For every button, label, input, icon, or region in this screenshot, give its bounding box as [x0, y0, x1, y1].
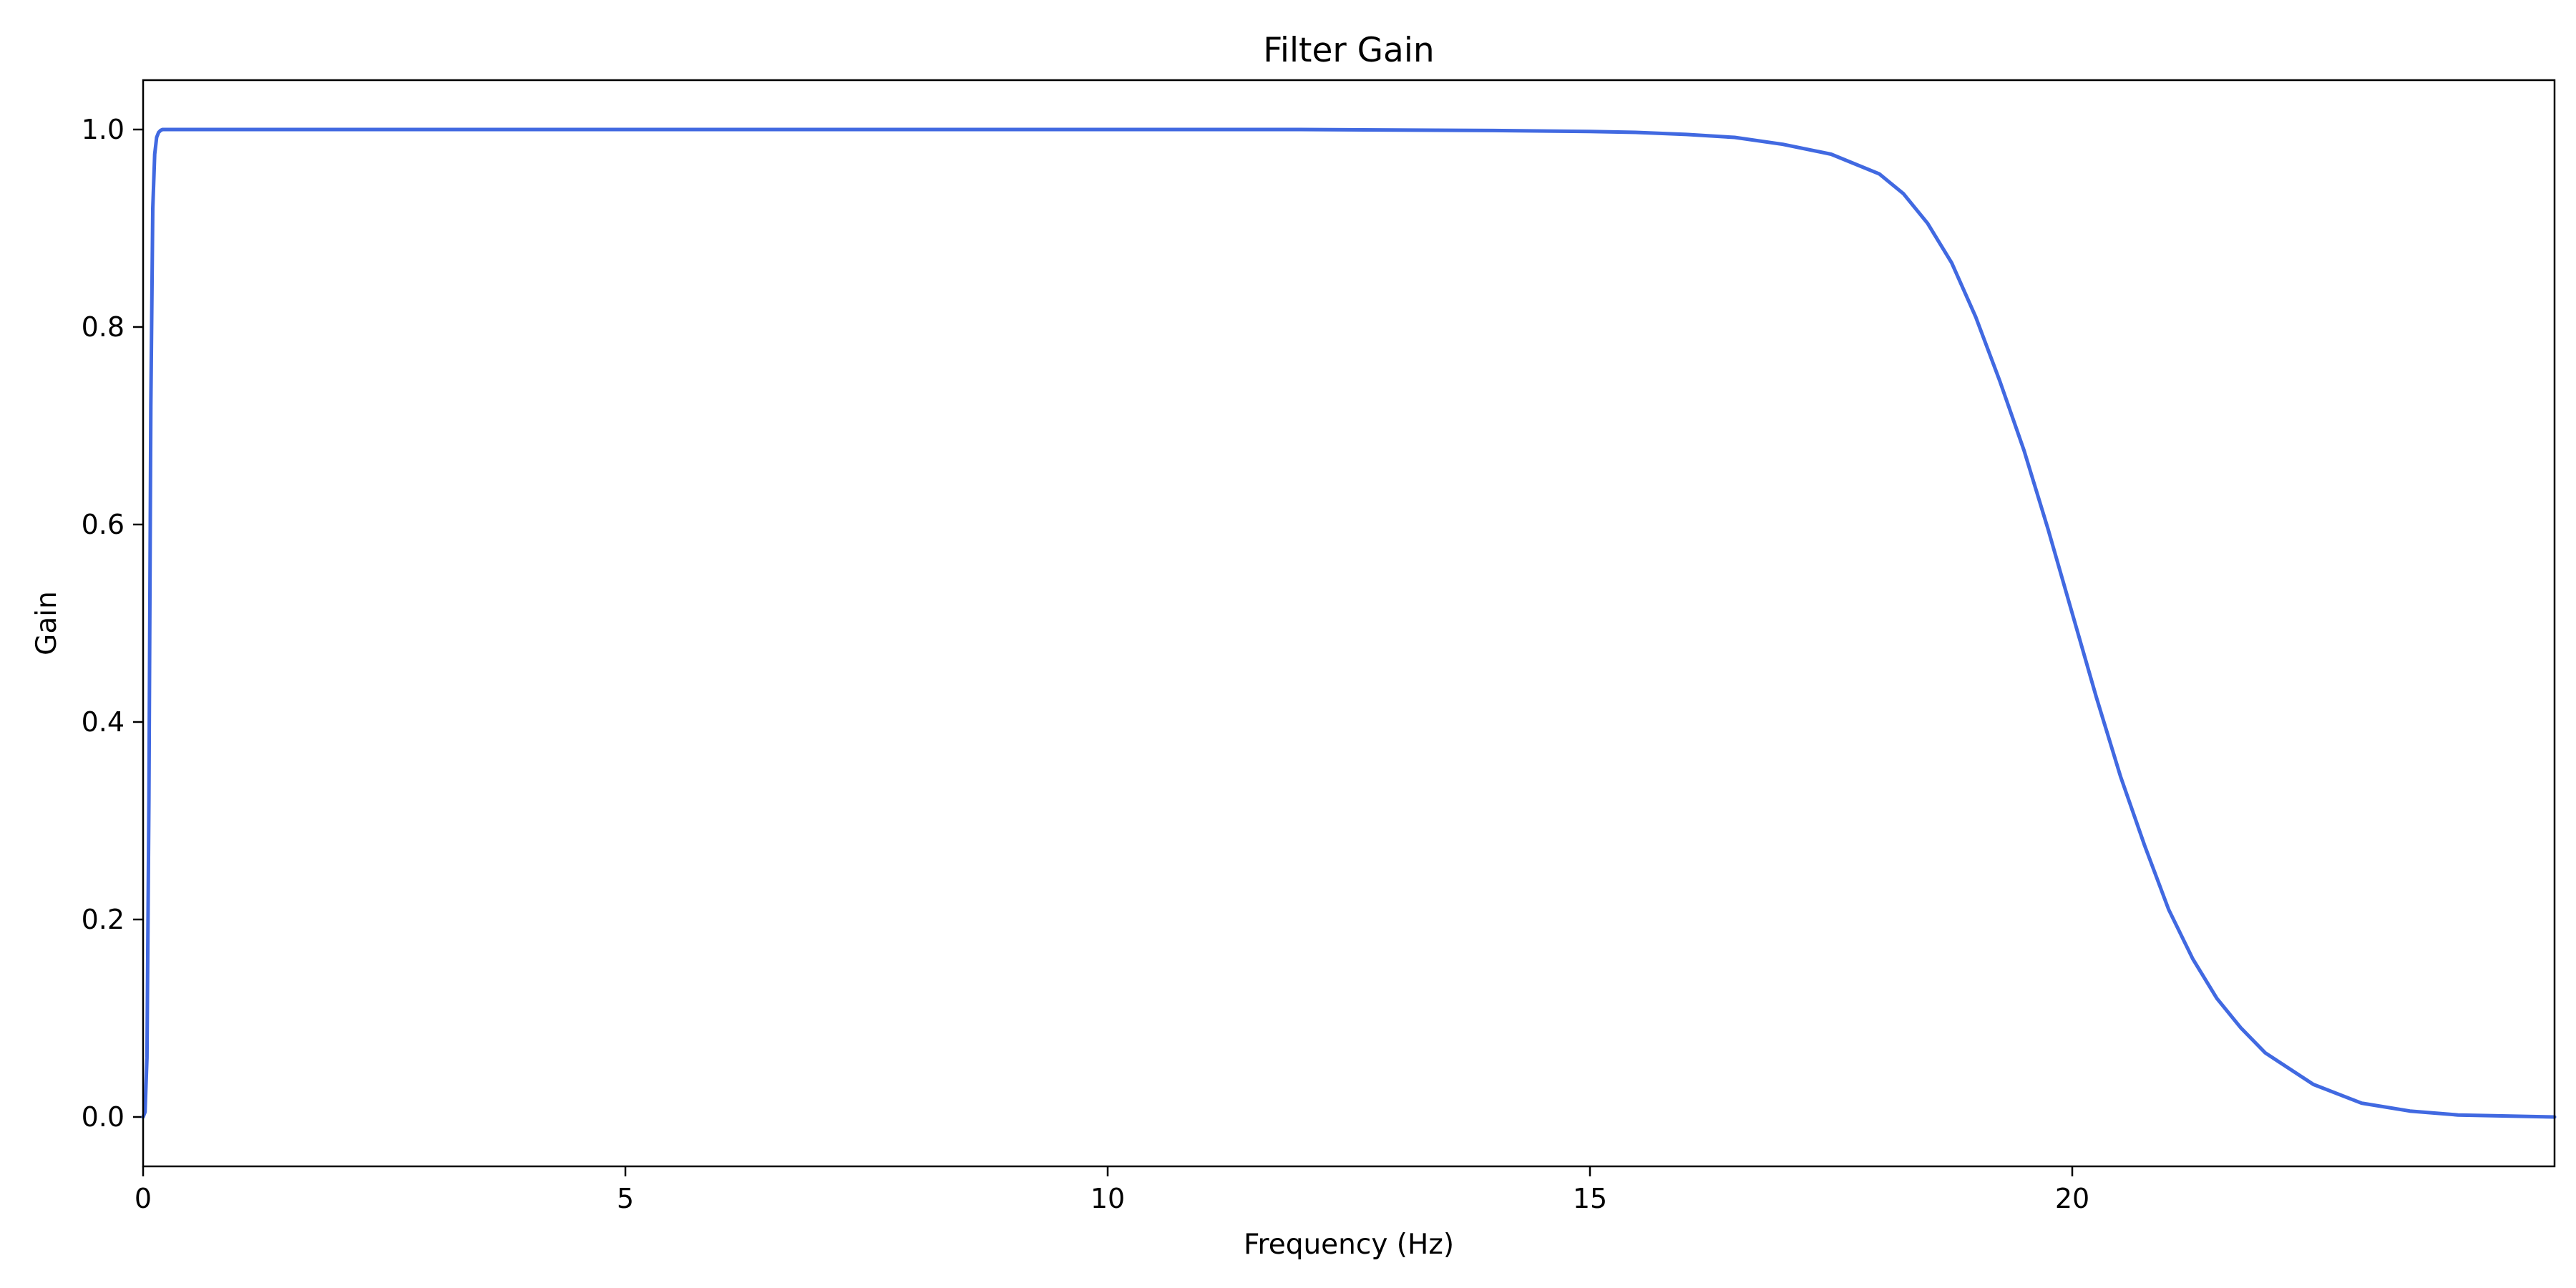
ticks: 0 5 10 15 20 0.0 0.2 0.4 0.6 0.8 1.0: [82, 114, 2090, 1214]
x-tick-label: 5: [617, 1183, 634, 1214]
x-axis-label: Frequency (Hz): [1244, 1229, 1454, 1261]
y-tick-label: 0.4: [82, 706, 125, 738]
y-tick-label: 0.6: [82, 509, 125, 540]
y-tick-label: 0.2: [82, 904, 125, 935]
plot-background: [143, 80, 2555, 1166]
x-tick-label: 10: [1091, 1183, 1125, 1214]
plot-frame: [142, 79, 2556, 1168]
series: [141, 127, 2557, 1119]
y-tick-label: 0.0: [82, 1101, 125, 1133]
x-tick-label: 15: [1573, 1183, 1607, 1214]
gain-series-line: [141, 127, 2557, 1119]
x-tick-label: 0: [135, 1183, 152, 1214]
chart-title: Filter Gain: [1263, 31, 1434, 70]
y-tick-label: 1.0: [82, 114, 125, 145]
y-axis-label: Gain: [31, 591, 63, 655]
y-tick-label: 0.8: [82, 311, 125, 343]
x-tick-label: 20: [2055, 1183, 2089, 1214]
